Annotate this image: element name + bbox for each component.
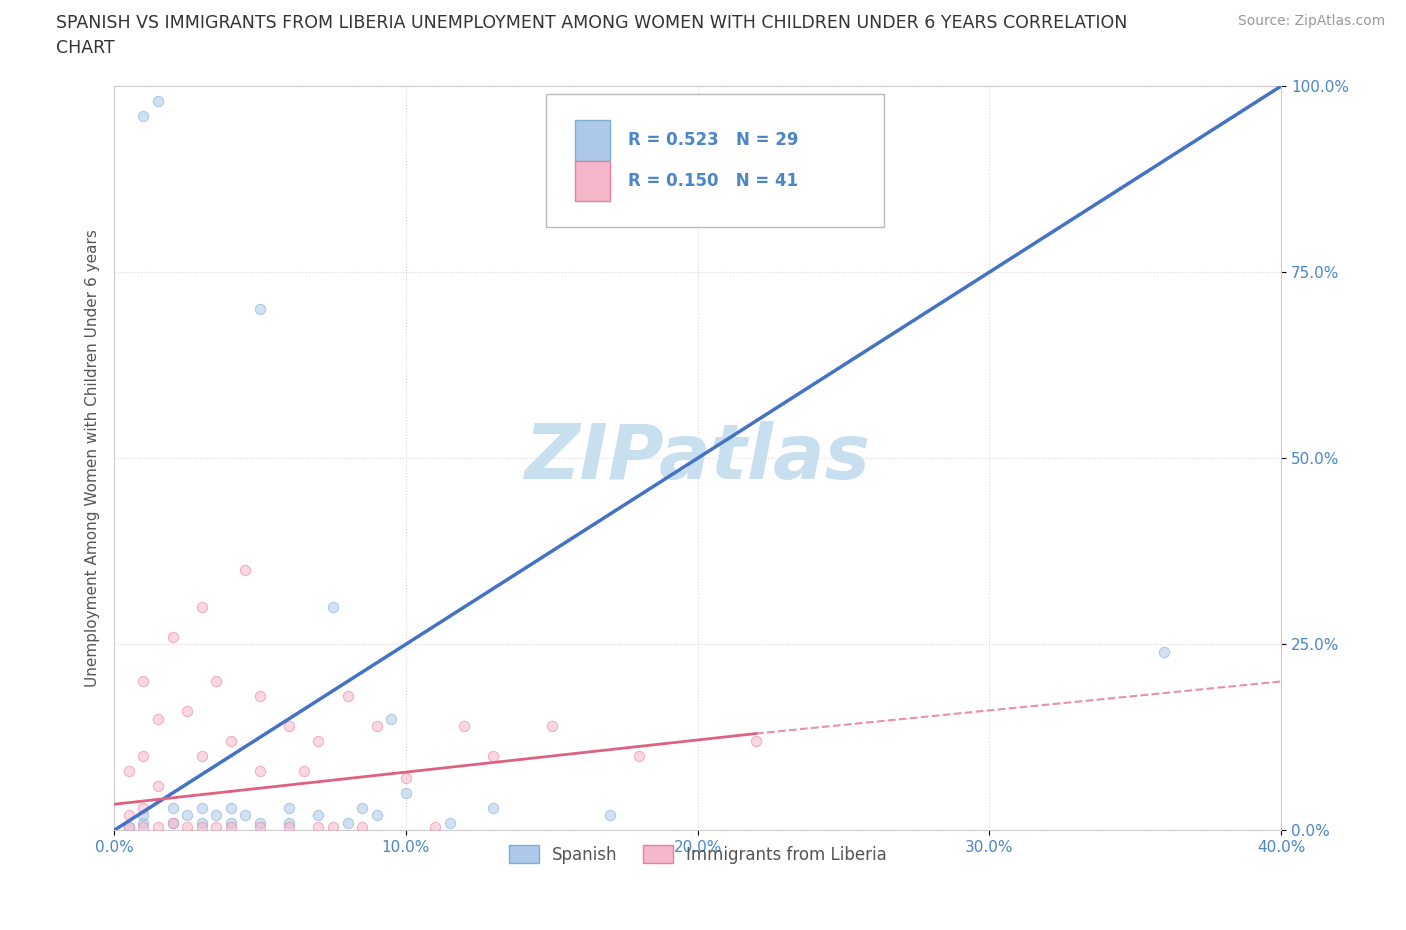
Point — [219, 734, 242, 749]
Point — [146, 778, 169, 793]
Point — [439, 816, 461, 830]
Point — [176, 704, 198, 719]
Point — [249, 819, 271, 834]
Bar — [575, 161, 610, 202]
Point — [395, 786, 418, 801]
Point — [132, 674, 155, 689]
Point — [205, 819, 228, 834]
Legend: Spanish, Immigrants from Liberia: Spanish, Immigrants from Liberia — [502, 839, 893, 870]
Text: CHART: CHART — [56, 39, 115, 57]
Point — [118, 819, 141, 834]
Point — [132, 819, 155, 834]
Point — [249, 689, 271, 704]
Point — [146, 94, 169, 109]
Point — [249, 816, 271, 830]
Point — [162, 630, 184, 644]
Point — [423, 819, 446, 834]
Text: SPANISH VS IMMIGRANTS FROM LIBERIA UNEMPLOYMENT AMONG WOMEN WITH CHILDREN UNDER : SPANISH VS IMMIGRANTS FROM LIBERIA UNEMP… — [56, 14, 1128, 32]
Point — [190, 749, 212, 764]
Point — [482, 749, 505, 764]
Point — [162, 801, 184, 816]
Point — [366, 719, 388, 734]
Point — [249, 764, 271, 778]
Point — [118, 819, 141, 834]
Point — [190, 801, 212, 816]
Y-axis label: Unemployment Among Women with Children Under 6 years: Unemployment Among Women with Children U… — [86, 230, 100, 687]
Point — [278, 719, 301, 734]
Point — [235, 808, 257, 823]
Point — [336, 816, 359, 830]
Point — [176, 808, 198, 823]
Text: Source: ZipAtlas.com: Source: ZipAtlas.com — [1237, 14, 1385, 28]
Point — [336, 689, 359, 704]
Point — [307, 734, 329, 749]
Bar — [575, 120, 610, 161]
Point — [190, 819, 212, 834]
Point — [599, 808, 621, 823]
Point — [352, 801, 374, 816]
Point — [190, 816, 212, 830]
FancyBboxPatch shape — [546, 94, 884, 228]
Point — [219, 816, 242, 830]
Point — [366, 808, 388, 823]
Point — [352, 819, 374, 834]
Point — [205, 674, 228, 689]
Point — [132, 801, 155, 816]
Point — [249, 302, 271, 317]
Point — [132, 816, 155, 830]
Point — [292, 764, 315, 778]
Point — [278, 816, 301, 830]
Point — [307, 819, 329, 834]
Point — [118, 764, 141, 778]
Point — [219, 819, 242, 834]
Point — [322, 600, 344, 615]
Point — [146, 711, 169, 726]
Text: ZIPatlas: ZIPatlas — [524, 421, 870, 495]
Point — [205, 808, 228, 823]
Point — [162, 816, 184, 830]
Point — [307, 808, 329, 823]
Point — [395, 771, 418, 786]
Point — [745, 734, 768, 749]
Point — [219, 801, 242, 816]
Point — [278, 819, 301, 834]
Point — [453, 719, 475, 734]
Point — [1153, 644, 1175, 659]
Point — [132, 109, 155, 124]
Point — [235, 563, 257, 578]
Point — [118, 808, 141, 823]
Point — [380, 711, 402, 726]
Point — [146, 819, 169, 834]
Point — [278, 801, 301, 816]
Text: R = 0.150   N = 41: R = 0.150 N = 41 — [627, 172, 797, 190]
Text: R = 0.523   N = 29: R = 0.523 N = 29 — [627, 131, 799, 149]
Point — [162, 816, 184, 830]
Point — [132, 808, 155, 823]
Point — [628, 749, 651, 764]
Point — [482, 801, 505, 816]
Point — [322, 819, 344, 834]
Point — [190, 600, 212, 615]
Point — [176, 819, 198, 834]
Point — [540, 719, 562, 734]
Point — [132, 749, 155, 764]
